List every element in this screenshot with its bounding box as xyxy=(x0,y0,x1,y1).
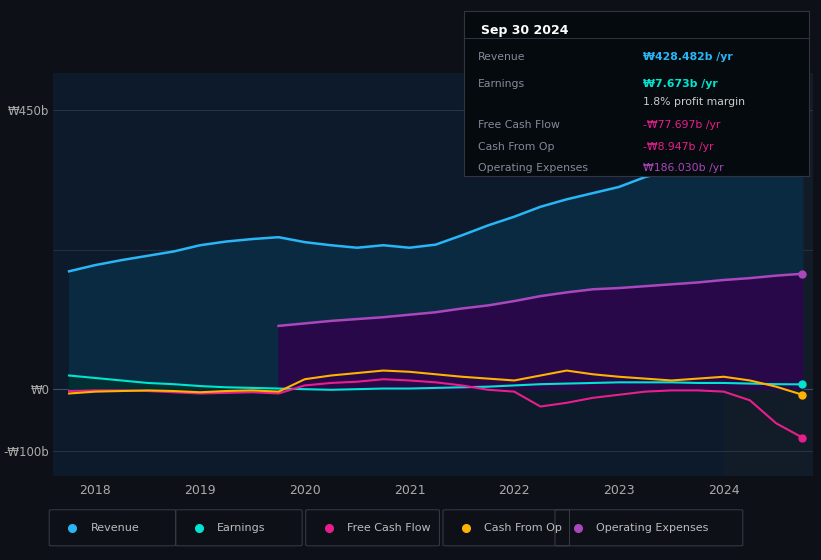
Text: Revenue: Revenue xyxy=(90,523,140,533)
Text: Operating Expenses: Operating Expenses xyxy=(596,523,709,533)
Text: Sep 30 2024: Sep 30 2024 xyxy=(481,25,569,38)
Text: -₩8.947b /yr: -₩8.947b /yr xyxy=(643,142,713,152)
Text: ₩186.030b /yr: ₩186.030b /yr xyxy=(643,163,724,173)
Text: -₩77.697b /yr: -₩77.697b /yr xyxy=(643,120,721,130)
Text: Earnings: Earnings xyxy=(217,523,265,533)
Text: ₩428.482b /yr: ₩428.482b /yr xyxy=(643,53,733,63)
Text: 1.8% profit margin: 1.8% profit margin xyxy=(643,97,745,107)
Text: Earnings: Earnings xyxy=(478,79,525,89)
Bar xyxy=(724,73,813,476)
Text: ₩7.673b /yr: ₩7.673b /yr xyxy=(643,79,718,89)
Text: Free Cash Flow: Free Cash Flow xyxy=(347,523,430,533)
Text: Cash From Op: Cash From Op xyxy=(478,142,554,152)
Text: Operating Expenses: Operating Expenses xyxy=(478,163,588,173)
Text: Cash From Op: Cash From Op xyxy=(484,523,562,533)
Text: Free Cash Flow: Free Cash Flow xyxy=(478,120,560,130)
Text: Revenue: Revenue xyxy=(478,53,525,63)
